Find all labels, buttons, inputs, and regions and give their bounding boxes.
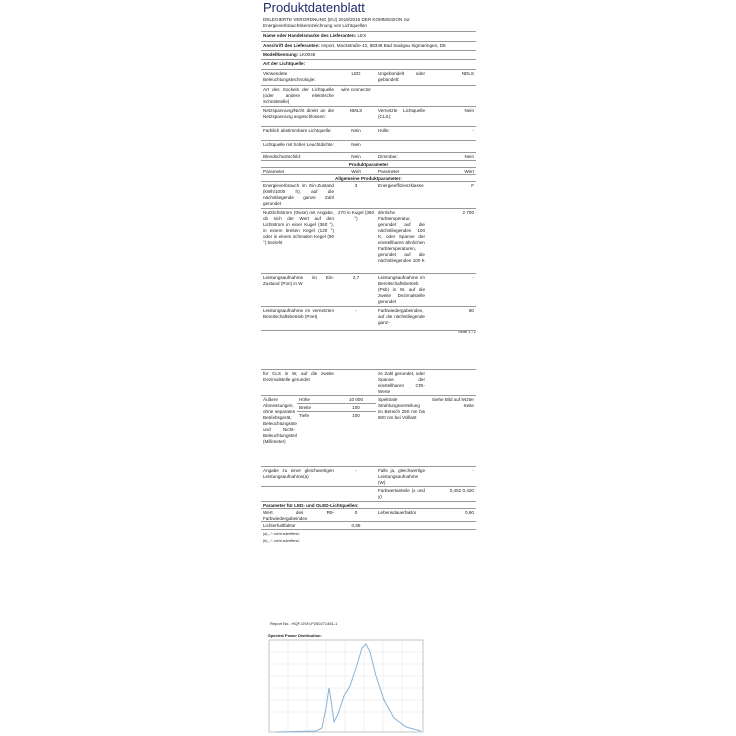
spectrum-figure	[268, 639, 424, 733]
doc-title: Produktdatenblatt	[263, 0, 365, 15]
header-value: Import, Mockstraße 42, 88348 Bad Saulgau…	[319, 43, 447, 48]
header-row: Modellkennung: LK0046	[261, 50, 476, 59]
section-row: Allgemeine Produktparameter:	[261, 174, 476, 181]
table-cell: Parameter	[376, 167, 427, 174]
header-value: LK0046	[298, 52, 316, 57]
table-cell: Ungebündelt oder gebündelt:	[376, 69, 427, 85]
table-cell: 270 in Kugel (360 °)	[336, 208, 376, 273]
table-bottom	[261, 330, 476, 331]
table-cell: Parameter	[261, 167, 336, 174]
table-cell: Angabe zu einer gleichwertigen Leistungs…	[261, 466, 336, 486]
table-cell: Netzspannung/Nicht direkt an die Netzspa…	[261, 106, 336, 126]
table-cell: -	[427, 466, 476, 486]
table-cell: Leistungsaufnahme im Bereitschaftsbetrie…	[376, 273, 427, 304]
section-row: Produktparameter	[261, 160, 476, 167]
header-label: Anschrift des Lieferanten:	[263, 43, 320, 48]
table-cell: wire connector	[336, 85, 376, 106]
table-cell: Blendschutzschild:	[261, 152, 336, 160]
table-cell	[376, 85, 427, 106]
table-cell	[376, 140, 427, 152]
table-cell: -	[427, 273, 476, 306]
report-no: Report No.: HQF-DSH-P250271461-1	[270, 621, 338, 626]
dimension-value: 10 000	[336, 395, 376, 403]
header-row: Anschrift des Lieferanten: Import, Mocks…	[261, 41, 476, 50]
table-cell: Leistungsaufnahme im vernetzten Bereitsc…	[261, 306, 336, 330]
table-cell: 2 700	[427, 208, 476, 273]
header-label: Modellkennung:	[263, 52, 299, 57]
table-cell: Vernetzte Lichtquelle (CLS):	[376, 106, 427, 126]
dimension-label: Breite	[297, 403, 336, 411]
header-label: Art der Lichtquelle:	[263, 61, 306, 66]
table-cell: für CLS in W, auf die zweite Dezimalstel…	[261, 369, 336, 395]
header-row: Art der Lichtquelle:	[261, 59, 476, 69]
dimension-value: 100	[336, 403, 376, 411]
table-cell: F	[427, 181, 476, 208]
table-cell: 2,7	[336, 273, 376, 306]
table-cell: 3	[336, 181, 376, 208]
footnote: (b) „-“: nicht zutreffend;	[263, 539, 300, 543]
table-cell: Lichtquelle mit hoher Leuchtdichte:	[261, 140, 336, 152]
table-cell	[427, 85, 476, 106]
table-cell: Energieeffizienzklasse	[376, 181, 427, 208]
table-cell: Spektrale Strahlungsverteilung im Bereic…	[376, 395, 427, 466]
header-row: Name oder Handelsmarke des Lieferanten: …	[261, 31, 476, 41]
table-cell: -	[336, 306, 376, 330]
page-footer: Seite 1 / 2	[458, 329, 477, 334]
table-cell: Art des Sockels der Lichtquelle (oder an…	[261, 85, 336, 104]
table-cell	[427, 369, 476, 395]
table-cell	[427, 140, 476, 152]
table-cell: 80	[427, 306, 476, 330]
footnote: (a) „-“: nicht zutreffend;	[263, 532, 300, 536]
figure-title: Spectral Power Distribution:	[268, 633, 322, 638]
table-cell: 0,90	[427, 508, 476, 521]
table-cell: ze Zahl gerundet, oder Spanne der einste…	[376, 369, 427, 394]
dimension-label: Tiefe	[297, 411, 336, 419]
table-cell: -	[336, 466, 376, 486]
table-cell: Energieverbrauch im Ein-Zustand (kWh/100…	[261, 181, 336, 206]
section-row: Parameter für LED- und OLED-Lichtquellen…	[261, 501, 476, 508]
table-cell: Lichterhaltfaktor	[261, 521, 336, 529]
table-cell: Wert	[336, 167, 376, 174]
table-cell: LED	[336, 69, 376, 85]
table-cell: Farbwiedergabeindex, auf die nächstliege…	[376, 306, 427, 330]
table-cell: Verwendete Beleuchtungstechnologie:	[261, 69, 336, 85]
header-label: Name oder Handelsmarke des Lieferanten:	[263, 33, 357, 38]
table-cell	[336, 369, 376, 395]
table-cell: Wert	[427, 167, 476, 174]
table-cell: Farbwertanteile (x und y)	[376, 486, 427, 499]
table-cell	[261, 486, 336, 501]
table-cell: Siehe Bild auf letzter Seite	[427, 395, 476, 466]
table-cell: Nein	[336, 152, 376, 160]
table-cell: -	[427, 126, 476, 140]
table-cell: Farblich abstimmbare Lichtquelle:	[261, 126, 336, 140]
table-cell: NMLS	[336, 106, 376, 126]
table-cell: NDLS	[427, 69, 476, 85]
table-cell	[376, 521, 427, 529]
table-cell: Leistungsaufnahme im Ein-Zustand (Pon) i…	[261, 273, 336, 306]
table-cell: Lebensdauerfaktor	[376, 508, 427, 521]
table-cell	[427, 521, 476, 529]
table-cell: 0	[336, 508, 376, 521]
header-value: LEX	[356, 33, 367, 38]
table-cell	[336, 486, 376, 501]
table-cell: Äußere Abmessungen, ohne separates Betri…	[261, 395, 297, 466]
table-cell: Nein	[336, 140, 376, 152]
table-cell: 0,452 0,420	[427, 486, 476, 501]
table-cell: Wert des R9-Farbwiedergabeindex	[261, 508, 336, 521]
dimension-value: 100	[336, 411, 376, 419]
table-cell: Hülle:	[376, 126, 427, 140]
table-cell: Nein	[427, 152, 476, 160]
regulation: DELEGIERTE VERORDNUNG (EU) 2019/2015 DER…	[263, 17, 410, 28]
table-cell: 0,89	[336, 521, 376, 529]
table-cell: Nein	[336, 126, 376, 140]
table-cell: Nutzlichtstrom (Φuse) mit Angabe, ob sic…	[261, 208, 336, 273]
dimension-label: Höhe	[297, 395, 336, 403]
table-cell: Falls ja, gleichwertige Leistungsaufnahm…	[376, 466, 427, 485]
table-cell: Dimmbar:	[376, 152, 427, 160]
table-bottom	[261, 529, 476, 530]
table-cell: Nein	[427, 106, 476, 126]
table-cell: ähnliche Farbtemperatur, gerundet auf di…	[376, 208, 427, 273]
